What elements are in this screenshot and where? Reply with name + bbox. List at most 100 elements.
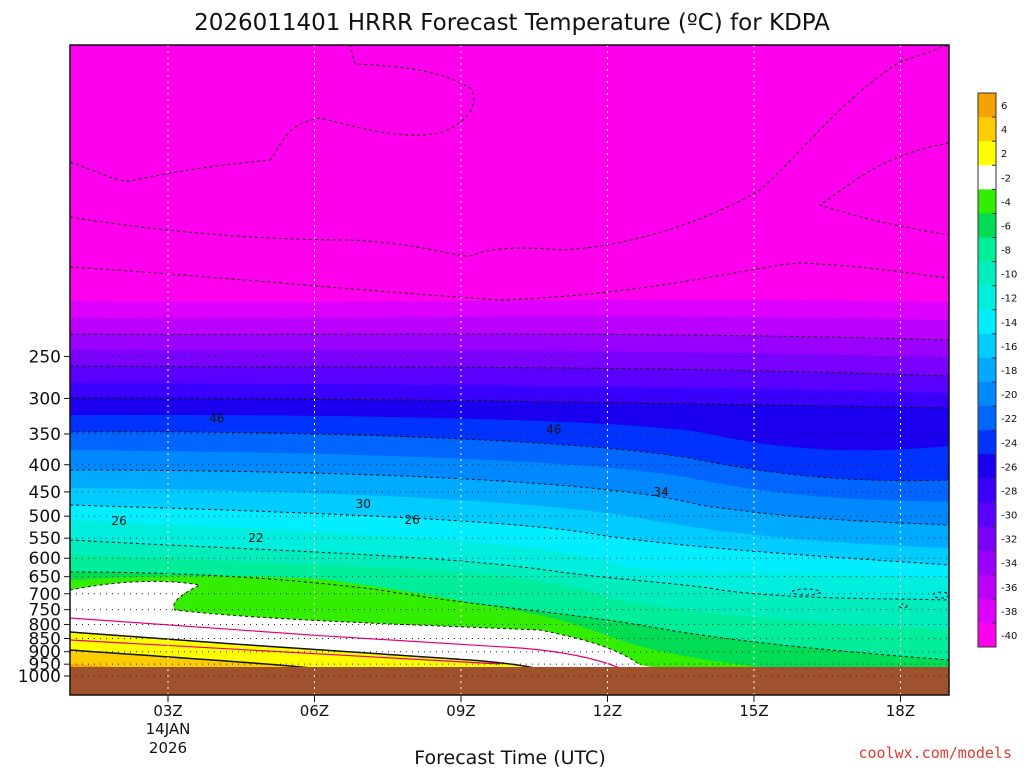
colorbar-swatch	[978, 550, 996, 576]
x-tick-label: 12Z	[593, 702, 622, 720]
colorbar-label: -20	[1001, 390, 1017, 401]
colorbar-label: -22	[1001, 414, 1017, 425]
colorbar-swatch	[978, 261, 996, 287]
y-tick-label: 1000	[18, 667, 61, 687]
colorbar-swatch	[978, 333, 996, 359]
contour-label: 26	[112, 514, 127, 528]
contour-label: 34	[654, 485, 669, 499]
colorbar-swatch	[978, 502, 996, 528]
contour-label: 46	[209, 411, 224, 425]
plot-frame	[69, 44, 950, 696]
contour-label: 26	[405, 513, 420, 527]
colorbar-label: -18	[1001, 366, 1017, 377]
y-tick-label: 700	[29, 585, 61, 605]
contour-label: 22	[248, 531, 263, 545]
contour-line	[818, 142, 949, 236]
colorbar-label: -10	[1001, 270, 1017, 281]
contour-line	[70, 262, 949, 301]
colorbar-swatch	[978, 382, 996, 407]
colorbar-label: 6	[1001, 101, 1007, 112]
colorbar-swatch	[978, 141, 996, 166]
y-tick-label: 600	[29, 549, 61, 569]
contour-line	[70, 539, 949, 601]
y-axis: 2503003504004505005506006507007508008509…	[18, 347, 70, 687]
y-tick-label: 950	[29, 655, 61, 675]
y-tick-label: 350	[29, 425, 61, 445]
y-tick-label: 400	[29, 456, 61, 476]
colorbar-swatch	[978, 478, 996, 503]
colorbar-label: -38	[1001, 607, 1017, 618]
credit-text: coolwx.com/models	[858, 744, 1012, 762]
colorbar: 6 4 2 -2 -4 -6 -8 -10 -12 -14 -16 -18 -20 -22 -24 -26 -2…	[977, 92, 1017, 648]
y-tick-label: 650	[29, 568, 61, 588]
x-axis-title: Forecast Time (UTC)	[414, 747, 605, 768]
colorbar-label: 4	[1001, 125, 1007, 136]
contour-labels: 46 46 34 30 26 26 22	[112, 411, 669, 545]
colorbar-label: -8	[1001, 246, 1011, 257]
colorbar-label: -30	[1001, 511, 1017, 522]
colorbar-swatch	[978, 574, 996, 600]
ground-fill	[70, 667, 949, 695]
colorbar-label: -36	[1001, 583, 1017, 594]
contour-line	[70, 631, 561, 676]
contour-line	[70, 580, 641, 666]
colorbar-swatch	[978, 622, 996, 648]
y-tick-label: 300	[29, 389, 61, 409]
colorbar-label: -32	[1001, 535, 1017, 546]
colorbar-label: -2	[1001, 173, 1011, 184]
colorbar-label: -12	[1001, 294, 1017, 305]
contour-line	[70, 365, 949, 377]
colorbar-swatch	[978, 406, 996, 431]
colorbar-swatch	[978, 189, 996, 214]
contour-line	[898, 603, 908, 609]
contour-line	[70, 431, 949, 482]
colorbar-frame	[977, 92, 997, 648]
x-axis: 03Z 06Z 09Z 12Z 15Z 18Z	[153, 695, 915, 720]
contour-line	[70, 639, 501, 665]
x-tick-label: 18Z	[886, 702, 915, 720]
x-tick-label: 03Z	[153, 702, 182, 720]
colorbar-label: -6	[1001, 221, 1011, 232]
contour-line	[70, 397, 949, 409]
colorbar-swatch	[978, 213, 996, 239]
colorbar-swatch	[978, 598, 996, 624]
colorbar-swatch	[978, 526, 996, 552]
colorbar-swatch	[978, 454, 996, 479]
contour-label: 46	[546, 422, 561, 436]
colorbar-label: 2	[1001, 149, 1007, 160]
colorbar-label: -4	[1001, 197, 1011, 208]
y-tick-label: 550	[29, 529, 61, 549]
chart-title: 2026011401 HRRR Forecast Temperature (ºC…	[194, 10, 830, 36]
y-tick-label: 850	[29, 630, 61, 650]
contour-line	[932, 591, 949, 599]
contour-line	[70, 617, 621, 669]
y-tick-label: 800	[29, 616, 61, 636]
y-tick-label: 750	[29, 601, 61, 621]
contour-line	[791, 588, 821, 596]
y-tick-label: 250	[29, 347, 61, 367]
grid-lines	[70, 45, 949, 695]
contour-label: 30	[356, 497, 371, 511]
colorbar-label: -26	[1001, 462, 1017, 473]
colorbar-swatch	[978, 357, 996, 383]
y-tick-label: 450	[29, 483, 61, 503]
colorbar-swatch	[978, 165, 996, 190]
y-tick-label: 500	[29, 507, 61, 527]
x-tick-label: 15Z	[739, 702, 768, 720]
colorbar-label: -14	[1001, 318, 1017, 329]
x-subtitle-date: 14JAN	[146, 720, 191, 738]
colorbar-label: -28	[1001, 486, 1017, 497]
contour-line	[70, 571, 949, 661]
contour-lines	[70, 45, 949, 676]
contour-line	[70, 45, 949, 257]
colorbar-label: -24	[1001, 438, 1017, 449]
colorbar-label: -40	[1001, 631, 1017, 642]
temperature-bands	[70, 299, 949, 695]
y-tick-label: 900	[29, 643, 61, 663]
x-tick-label: 06Z	[300, 702, 329, 720]
colorbar-label: -16	[1001, 342, 1017, 353]
colorbar-swatch	[978, 117, 996, 142]
colorbar-swatch	[978, 237, 996, 263]
colorbar-swatch	[978, 309, 996, 335]
x-subtitle-year: 2026	[149, 739, 187, 757]
